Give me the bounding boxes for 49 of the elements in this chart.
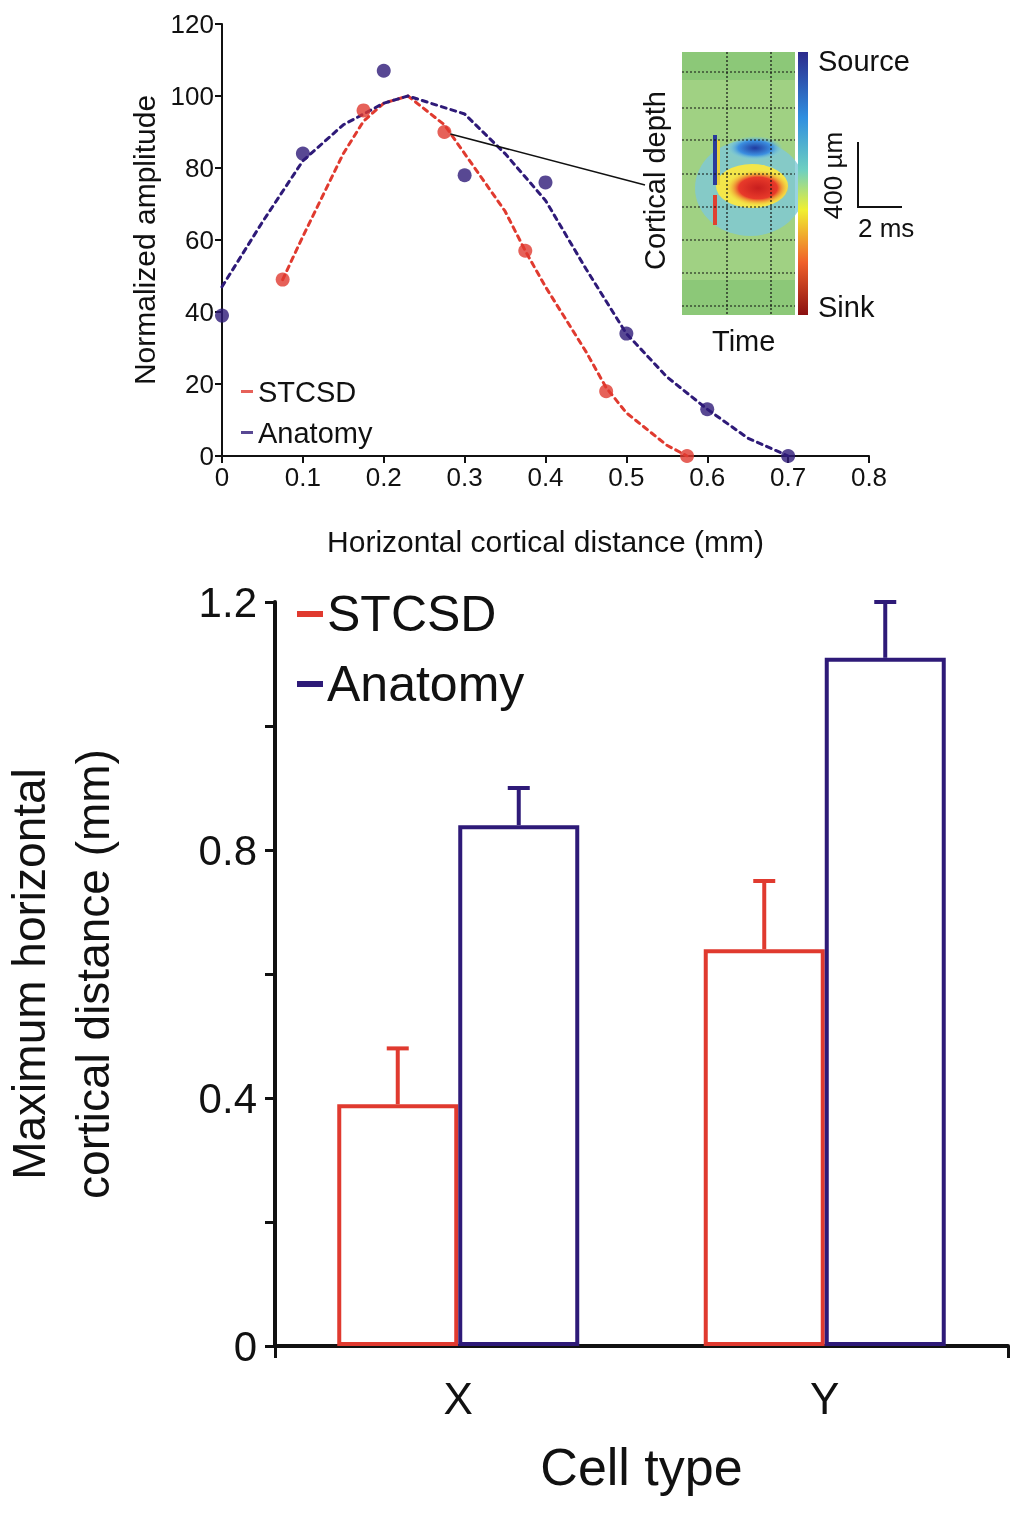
point bbox=[538, 175, 553, 190]
point bbox=[356, 103, 371, 118]
y-tick-label: 20 bbox=[185, 369, 214, 399]
annotation: Sink bbox=[818, 291, 875, 324]
point bbox=[619, 326, 634, 341]
x-tick-label: 0.2 bbox=[365, 462, 402, 492]
point bbox=[376, 63, 391, 78]
x-tick-label: 0.1 bbox=[284, 462, 321, 492]
y-axis-title: Normalized amplitude bbox=[128, 94, 162, 386]
annotation: 2 ms bbox=[858, 213, 915, 244]
x-tick-label: 0.7 bbox=[770, 462, 807, 492]
y-tick-label: 1.2 bbox=[198, 578, 257, 626]
point bbox=[437, 125, 452, 139]
x-tick-label: Y bbox=[810, 1373, 840, 1423]
x-tick-label: X bbox=[443, 1373, 473, 1423]
legend-label: Anatomy bbox=[258, 416, 373, 449]
y-tick-label: 120 bbox=[170, 9, 214, 39]
y-tick-label: 0.4 bbox=[198, 1074, 257, 1122]
x-tick-label: 0.5 bbox=[608, 462, 645, 492]
point bbox=[295, 146, 310, 161]
point bbox=[781, 449, 796, 463]
point bbox=[457, 168, 472, 183]
x-axis-title: Horizontal cortical distance (mm) bbox=[327, 524, 764, 558]
point bbox=[275, 272, 290, 287]
legend-label: STCSD bbox=[327, 586, 497, 642]
y-tick-label: 0 bbox=[199, 441, 214, 471]
x-axis-title: Cell type bbox=[540, 1438, 743, 1496]
x-tick-label: 0.3 bbox=[446, 462, 483, 492]
annotation: Source bbox=[818, 45, 910, 78]
y-tick-label: 80 bbox=[185, 153, 214, 183]
annotation: Cortical depth bbox=[638, 90, 672, 270]
x-tick-label: 0.4 bbox=[527, 462, 564, 492]
x-tick-label: 0.6 bbox=[689, 462, 726, 492]
annotation: Time bbox=[712, 325, 776, 358]
y-tick-label: 0 bbox=[233, 1322, 257, 1370]
y-axis-title: Maximum horizontal cortical distance (mm) bbox=[3, 749, 119, 1199]
point bbox=[215, 308, 229, 323]
legend-label: Anatomy bbox=[327, 656, 525, 712]
point bbox=[680, 449, 695, 463]
y-tick-label: 60 bbox=[185, 225, 214, 255]
x-tick-label: 0.8 bbox=[850, 462, 888, 492]
y-tick-label: 100 bbox=[170, 81, 214, 111]
y-tick-label: 0.8 bbox=[198, 826, 257, 874]
point bbox=[599, 384, 614, 399]
annotation: 400 µm bbox=[817, 131, 849, 219]
y-tick-label: 40 bbox=[185, 297, 214, 327]
legend-label: STCSD bbox=[258, 375, 357, 408]
point bbox=[700, 402, 715, 417]
point bbox=[518, 243, 533, 258]
